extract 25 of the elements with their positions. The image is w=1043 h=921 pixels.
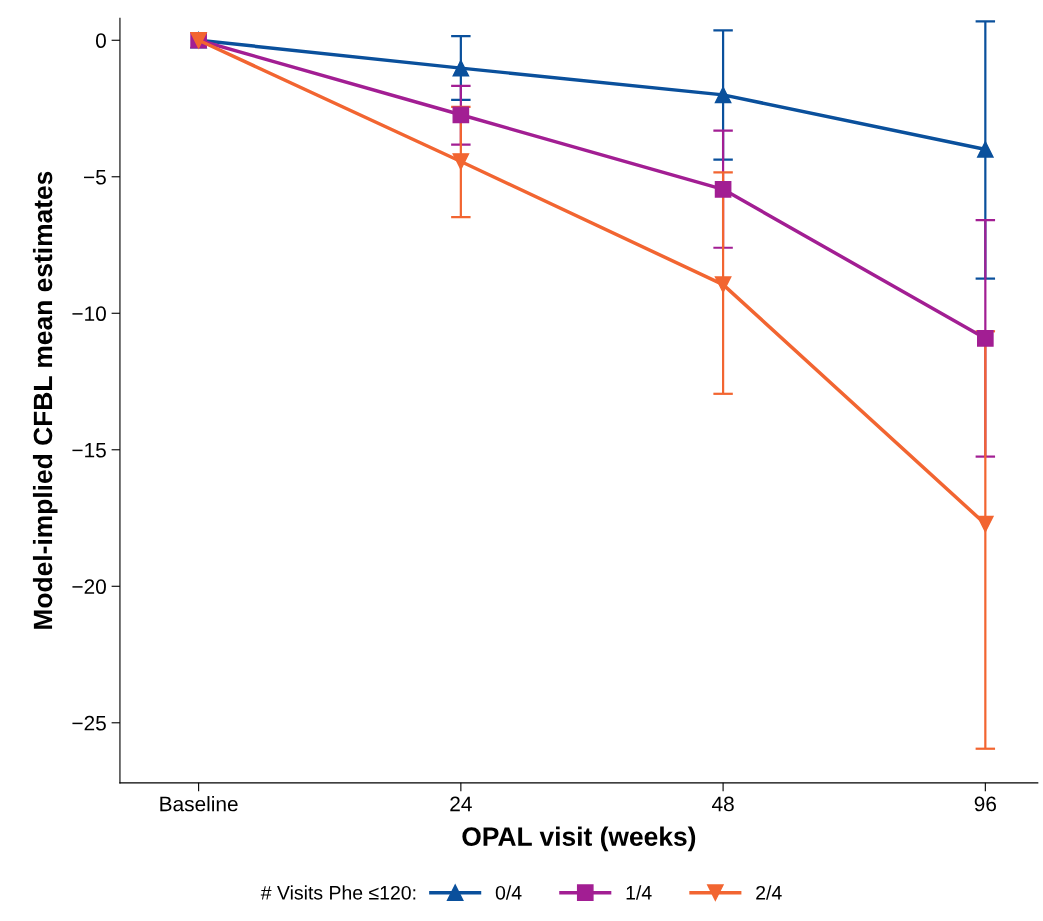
- point: [452, 59, 470, 77]
- point: [452, 153, 470, 170]
- y-tick-label: −10: [72, 306, 106, 322]
- point: [452, 106, 470, 124]
- x-tick-label: 96: [974, 796, 997, 812]
- point: [714, 180, 732, 198]
- x-axis-title: OPAL visit (weeks): [462, 826, 696, 852]
- point: [977, 141, 994, 158]
- legend-label: 2/4: [756, 885, 782, 900]
- legend-label: 0/4: [495, 885, 522, 900]
- y-tick-label: −5: [84, 169, 106, 185]
- y-tick-label: −20: [72, 579, 106, 595]
- y-tick-label: −25: [72, 715, 106, 731]
- x-tick-label: 48: [711, 796, 734, 812]
- point: [714, 276, 732, 293]
- legend-label: 1/4: [626, 885, 652, 900]
- y-tick-label: 0: [95, 33, 106, 49]
- point: [977, 515, 994, 533]
- y-axis-title: Model-implied CFBL mean estimates: [32, 171, 58, 629]
- legend-title: # Visits Phe ≤120:: [260, 885, 416, 900]
- point: [714, 86, 732, 104]
- x-tick-label: Baseline: [160, 796, 238, 812]
- point: [977, 330, 994, 347]
- x-tick-label: 24: [450, 796, 472, 812]
- y-tick-label: −15: [72, 442, 106, 458]
